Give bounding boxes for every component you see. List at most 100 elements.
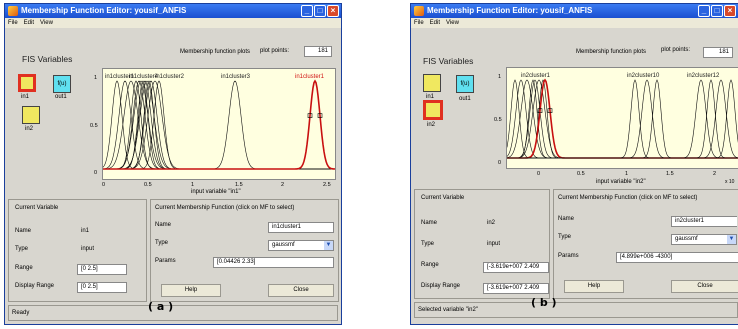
cv-display-range-label: Display Range xyxy=(421,283,461,289)
var-in2-label: in2 xyxy=(427,122,436,128)
x-tick-15: 1.5 xyxy=(235,182,243,188)
menu-edit[interactable]: Edit xyxy=(429,20,441,26)
y-tick-05: 0.5 xyxy=(90,123,98,129)
mf-edit-handle[interactable] xyxy=(537,108,543,113)
close-button[interactable]: Close xyxy=(671,280,738,293)
chevron-down-icon: ▼ xyxy=(324,241,333,250)
x-tick-1: 1 xyxy=(625,171,629,177)
cv-name-label: Name xyxy=(15,228,32,234)
x-axis-label: input variable "in1" xyxy=(191,189,241,195)
minimize-button[interactable]: _ xyxy=(301,5,313,17)
var-out1-label: out1 xyxy=(459,96,471,102)
cv-type-value: input xyxy=(487,241,501,247)
cv-display-range-label: Display Range xyxy=(15,283,55,289)
menu-view[interactable]: View xyxy=(40,20,53,26)
display-range-input[interactable]: [0 2.5] xyxy=(77,282,127,293)
mf-edit-handle[interactable] xyxy=(317,113,323,118)
menu-bar: File Edit View xyxy=(411,18,738,28)
close-button[interactable]: Close xyxy=(268,284,334,297)
title-bar: Membership Function Editor: yousif_ANFIS… xyxy=(5,4,341,18)
mf-params-label: Params xyxy=(558,253,579,259)
cv-range-label: Range xyxy=(421,262,439,268)
input-var-in1-icon[interactable] xyxy=(423,74,441,92)
cv-name-value: in2 xyxy=(487,220,496,226)
maximize-button[interactable]: □ xyxy=(711,5,723,17)
mf-name-input[interactable]: in1cluster1 xyxy=(268,222,334,233)
cv-type-label: Type xyxy=(15,246,29,252)
menu-view[interactable]: View xyxy=(446,20,459,26)
close-window-button[interactable]: × xyxy=(724,5,736,17)
mf-edit-handle[interactable] xyxy=(547,108,553,113)
mf-params-input[interactable]: [0.04426 2.33] xyxy=(213,257,334,268)
mf-type-value: gaussmf xyxy=(272,242,295,248)
x-axis-label: input variable "in2" xyxy=(596,179,646,185)
mf-curve[interactable] xyxy=(507,79,738,159)
help-button[interactable]: Help xyxy=(564,280,624,293)
mf-plots-label: Membership function plots xyxy=(576,49,647,55)
mf-label[interactable]: in1cluster4 xyxy=(129,74,159,80)
mf-type-select[interactable]: gaussmf ▼ xyxy=(671,234,737,245)
mf-edit-handle[interactable] xyxy=(307,113,313,118)
matlab-icon xyxy=(8,6,18,16)
mf-plot-area[interactable]: in1cluster1 in1cluster4 in1cluster2 in1clus… xyxy=(102,68,336,180)
y-tick-1: 1 xyxy=(498,74,502,80)
mf-type-label: Type xyxy=(155,240,169,246)
status-text: Ready xyxy=(12,310,30,316)
mf-curve-selected[interactable] xyxy=(103,79,336,170)
mf-label[interactable]: in1cluster3 xyxy=(221,74,251,80)
x-tick-15: 1.5 xyxy=(666,171,674,177)
mf-name-label: Name xyxy=(558,216,575,222)
input-var-in2-icon[interactable] xyxy=(423,100,443,120)
mf-name-input[interactable]: in2cluster1 xyxy=(671,216,737,227)
mf-type-value: gaussmf xyxy=(675,236,698,242)
subfigure-label-b: ( b ) xyxy=(531,296,557,309)
menu-file[interactable]: File xyxy=(414,20,424,26)
input-var-in2-icon[interactable] xyxy=(22,106,40,124)
x-tick-25: 2.5 xyxy=(323,182,331,188)
help-button[interactable]: Help xyxy=(161,284,221,297)
minimize-button[interactable]: _ xyxy=(698,5,710,17)
cv-type-value: input xyxy=(81,246,95,252)
menu-edit[interactable]: Edit xyxy=(23,20,35,26)
display-range-input[interactable]: [-3.619e+007 2.409 xyxy=(483,283,549,294)
y-tick-1: 1 xyxy=(94,75,98,81)
var-out1-label: out1 xyxy=(55,94,67,100)
mf-label[interactable]: in2cluster12 xyxy=(687,73,720,79)
fis-variables-label: FIS Variables xyxy=(22,54,73,64)
mf-plot-area[interactable]: in2cluster1 in2cluster10 in2cluster12 xyxy=(506,67,738,169)
x-tick-05: 0.5 xyxy=(577,171,585,177)
plot-points-input[interactable]: 181 xyxy=(703,47,733,58)
mf-type-label: Type xyxy=(558,234,572,240)
status-text: Selected variable "in2" xyxy=(418,307,478,313)
menu-file[interactable]: File xyxy=(8,20,18,26)
mf-label[interactable]: in1cluster1 xyxy=(105,74,135,80)
mf-label[interactable]: in2cluster1 xyxy=(521,73,551,79)
mf-label-selected[interactable]: in1cluster1 xyxy=(295,74,325,80)
window-title: Membership Function Editor: yousif_ANFIS xyxy=(427,6,593,15)
cv-name-label: Name xyxy=(421,220,438,226)
subfigure-label-a: ( a ) xyxy=(148,300,174,313)
close-window-button[interactable]: × xyxy=(327,5,339,17)
y-tick-0: 0 xyxy=(94,170,98,176)
range-input[interactable]: [-3.619e+007 2.409 xyxy=(483,262,549,273)
mf-label[interactable]: in1cluster2 xyxy=(155,74,185,80)
x-tick-05: 0.5 xyxy=(144,182,152,188)
output-function-label: f(u) xyxy=(57,81,67,87)
maximize-button[interactable]: □ xyxy=(314,5,326,17)
mf-editor-window-a: Membership Function Editor: yousif_ANFIS… xyxy=(4,3,342,325)
current-variable-panel: Current Variable Name in2 Type input Ran… xyxy=(414,189,550,299)
output-var-out1-icon[interactable]: f(u) xyxy=(456,75,474,93)
output-var-out1-icon[interactable]: f(u) xyxy=(53,75,71,93)
x-tick-2: 2 xyxy=(713,171,717,177)
plot-points-input[interactable]: 181 xyxy=(304,46,332,57)
range-input[interactable]: [0 2.5] xyxy=(77,264,127,275)
mf-params-input[interactable]: [4.899e+006 -4300] xyxy=(616,252,738,263)
mf-label[interactable]: in2cluster10 xyxy=(627,73,660,79)
y-tick-0: 0 xyxy=(498,160,502,166)
mf-curve[interactable] xyxy=(103,80,335,170)
mf-type-select[interactable]: gaussmf ▼ xyxy=(268,240,334,251)
window-title: Membership Function Editor: yousif_ANFIS xyxy=(21,6,187,15)
input-var-in1-icon[interactable] xyxy=(18,74,36,92)
current-variable-header: Current Variable xyxy=(15,205,59,211)
